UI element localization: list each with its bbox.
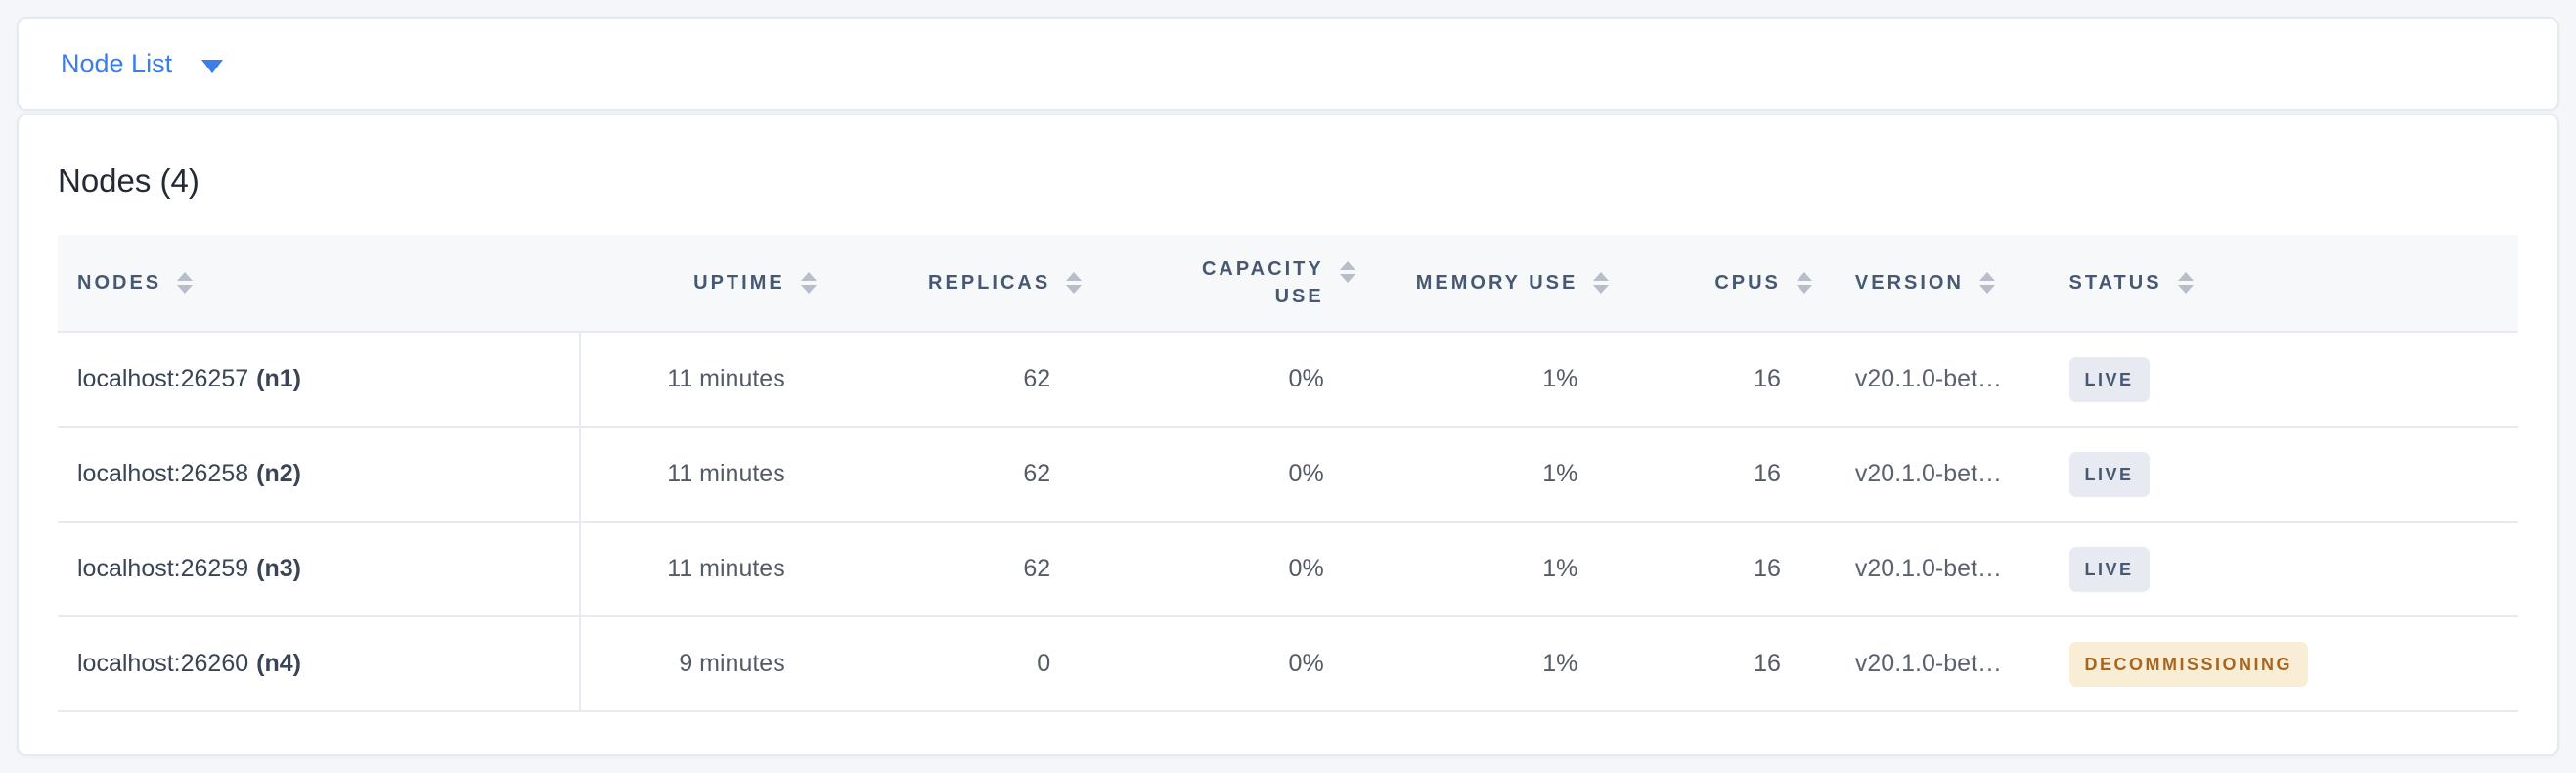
node-id: (n1) <box>256 365 301 392</box>
column-header-cpus[interactable]: CPUS <box>1613 235 1816 333</box>
table-row[interactable]: localhost:26257 (n1) 11 minutes 62 0% 1% … <box>58 332 2518 428</box>
column-header-status[interactable]: STATUS <box>2065 235 2518 333</box>
status-cell: LIVE <box>2065 427 2518 523</box>
node-address: localhost:26260 <box>77 650 249 677</box>
version-cell: v20.1.0-bet… <box>1815 332 2065 428</box>
status-cell: DECOMMISSIONING <box>2065 616 2518 712</box>
node-address: localhost:26259 <box>77 555 249 582</box>
panel-title: Nodes (4) <box>58 162 200 199</box>
column-header-replicas[interactable]: REPLICAS <box>820 235 1087 333</box>
memory-use-cell: 1% <box>1358 522 1614 617</box>
view-selector-bar: Node List <box>17 17 2559 111</box>
column-label: NODES <box>77 271 162 294</box>
node-id: (n4) <box>256 650 301 677</box>
sort-icon[interactable] <box>177 272 194 294</box>
memory-use-cell: 1% <box>1358 616 1614 712</box>
column-label: CAPACITY USE <box>1201 258 1324 307</box>
replicas-cell: 0 <box>820 616 1087 712</box>
table-row[interactable]: localhost:26260 (n4) 9 minutes 0 0% 1% 16… <box>58 616 2518 712</box>
node-id: (n3) <box>256 555 301 582</box>
column-label: REPLICAS <box>928 271 1051 294</box>
column-label: UPTIME <box>693 271 785 294</box>
replicas-cell: 62 <box>820 332 1087 428</box>
version-cell: v20.1.0-bet… <box>1815 616 2065 712</box>
status-badge: LIVE <box>2068 356 2150 402</box>
capacity-use-cell: 0% <box>1086 616 1359 712</box>
column-label: MEMORY USE <box>1415 271 1578 294</box>
status-badge: DECOMMISSIONING <box>2068 641 2309 687</box>
uptime-cell: 11 minutes <box>580 427 821 523</box>
column-label: CPUS <box>1714 271 1781 294</box>
cpus-cell: 16 <box>1613 427 1816 523</box>
column-header-nodes[interactable]: NODES <box>58 235 581 333</box>
sort-icon[interactable] <box>1339 261 1355 283</box>
nodes-panel: Nodes (4) NODES <box>17 114 2559 756</box>
node-id: (n2) <box>256 460 301 487</box>
uptime-cell: 11 minutes <box>580 332 821 428</box>
column-header-uptime[interactable]: UPTIME <box>580 235 821 333</box>
replicas-cell: 62 <box>820 522 1087 617</box>
version-cell: v20.1.0-bet… <box>1815 427 2065 523</box>
uptime-cell: 11 minutes <box>580 522 821 617</box>
table-row[interactable]: localhost:26258 (n2) 11 minutes 62 0% 1% … <box>58 427 2518 523</box>
table-header-row: NODES UPTIME REPLICAS <box>58 235 2518 333</box>
replicas-cell: 62 <box>820 427 1087 523</box>
sort-icon[interactable] <box>1796 272 1812 294</box>
caret-down-icon <box>201 59 224 73</box>
sort-icon[interactable] <box>2177 272 2194 294</box>
sort-icon[interactable] <box>1066 272 1083 294</box>
table-row[interactable]: localhost:26259 (n3) 11 minutes 62 0% 1% … <box>58 522 2518 617</box>
node-address: localhost:26258 <box>77 460 249 487</box>
sort-icon[interactable] <box>800 272 817 294</box>
uptime-cell: 9 minutes <box>580 616 821 712</box>
cpus-cell: 16 <box>1613 616 1816 712</box>
column-header-memory-use[interactable]: MEMORY USE <box>1358 235 1614 333</box>
sort-icon[interactable] <box>1593 272 1610 294</box>
version-cell: v20.1.0-bet… <box>1815 522 2065 617</box>
status-badge: LIVE <box>2068 546 2150 592</box>
cpus-cell: 16 <box>1613 522 1816 617</box>
node-address: localhost:26257 <box>77 365 249 392</box>
nodes-table: NODES UPTIME REPLICAS <box>58 235 2518 712</box>
memory-use-cell: 1% <box>1358 332 1614 428</box>
node-address-cell[interactable]: localhost:26259 (n3) <box>58 522 582 617</box>
memory-use-cell: 1% <box>1358 427 1614 523</box>
column-header-capacity-use[interactable]: CAPACITY USE <box>1086 235 1359 333</box>
capacity-use-cell: 0% <box>1086 332 1359 428</box>
status-cell: LIVE <box>2065 522 2518 617</box>
status-cell: LIVE <box>2065 332 2518 428</box>
view-selector-dropdown[interactable]: Node List <box>61 48 224 78</box>
view-selector-label: Node List <box>61 48 173 78</box>
node-address-cell[interactable]: localhost:26260 (n4) <box>58 616 582 712</box>
column-header-version[interactable]: VERSION <box>1815 235 2065 333</box>
sort-icon[interactable] <box>1978 272 1995 294</box>
status-badge: LIVE <box>2068 451 2150 497</box>
column-label: STATUS <box>2068 271 2162 294</box>
capacity-use-cell: 0% <box>1086 522 1359 617</box>
capacity-use-cell: 0% <box>1086 427 1359 523</box>
cpus-cell: 16 <box>1613 332 1816 428</box>
column-label: VERSION <box>1854 271 1964 294</box>
node-address-cell[interactable]: localhost:26257 (n1) <box>58 332 582 428</box>
node-address-cell[interactable]: localhost:26258 (n2) <box>58 427 582 523</box>
